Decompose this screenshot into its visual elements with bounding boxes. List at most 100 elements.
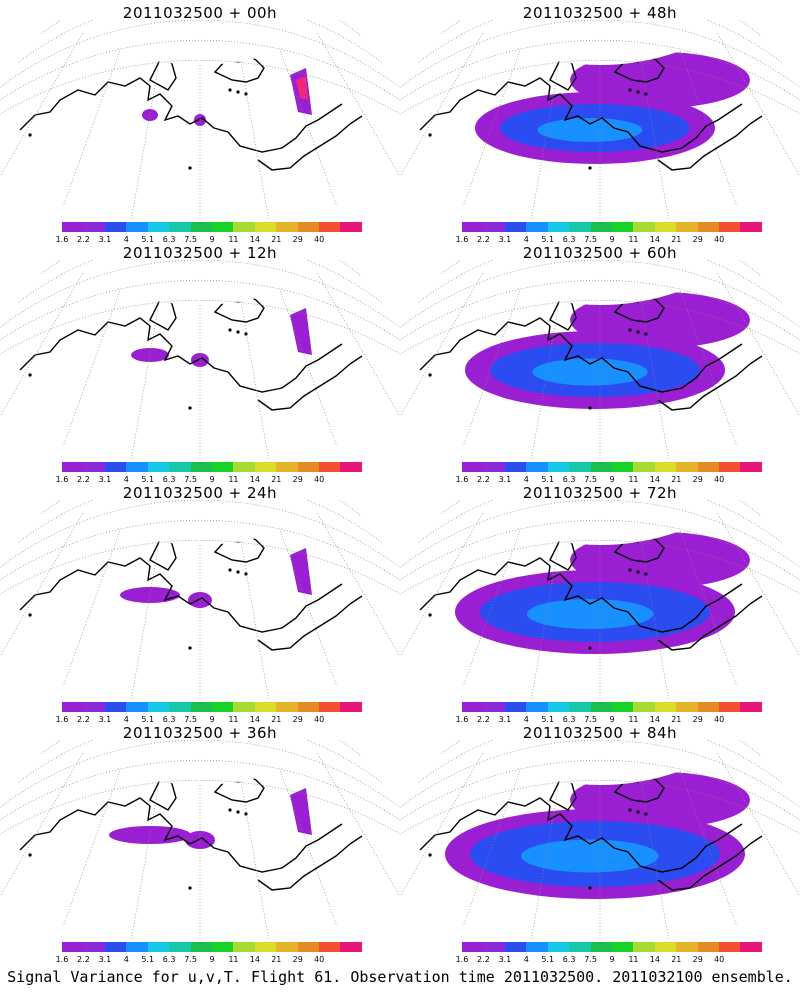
colorbar-swatch — [569, 222, 591, 232]
colorbar-swatch — [740, 942, 762, 952]
colorbar-tick-label: 29 — [292, 715, 303, 724]
colorbar-swatch — [340, 942, 362, 952]
colorbar-swatch — [462, 942, 484, 952]
colorbar-swatch — [147, 942, 170, 952]
meridian-line — [317, 753, 400, 897]
colorbar-tick-label: 21 — [671, 235, 682, 244]
colorbar-swatch — [590, 942, 612, 952]
colorbar-tick-label: 4 — [123, 955, 129, 964]
colorbar-swatch — [233, 702, 255, 712]
meridian-line — [130, 781, 160, 940]
parallel-line — [0, 300, 400, 355]
colorbar-labels: 1.6 2.2 3.1 4 5.1 6.3 7.5 9 11 14 21 29 40 — [456, 955, 760, 965]
colorbar-swatch — [147, 222, 170, 232]
colorbar-tick-label: 1.6 — [55, 235, 69, 244]
colorbar-swatch — [719, 702, 741, 712]
colorbar-swatch — [62, 462, 84, 472]
polar-map — [400, 740, 800, 940]
island-dot — [644, 92, 648, 96]
colorbar-tick-label: 9 — [209, 955, 215, 964]
island-dot — [644, 572, 648, 576]
colorbar-tick-label: 21 — [271, 955, 282, 964]
colorbar-swatch — [654, 462, 677, 472]
colorbar-swatch — [104, 702, 127, 712]
colorbar-swatch — [504, 702, 527, 712]
parallel-line — [0, 20, 400, 89]
meridian-line — [400, 513, 483, 657]
colorbar-swatch — [719, 222, 741, 232]
parallel-line — [18, 20, 382, 63]
meridian-line — [680, 770, 738, 926]
colorbar-tick-label: 1.6 — [55, 475, 69, 484]
colorbar-tick-label: 21 — [671, 955, 682, 964]
colorbar-swatch — [233, 942, 255, 952]
colorbar-tick-label: 1.6 — [455, 715, 469, 724]
parallel-line — [0, 260, 400, 329]
variance-region-north — [570, 532, 750, 588]
parallel-line — [0, 500, 400, 569]
colorbar-swatch — [297, 462, 320, 472]
colorbar-swatch — [719, 942, 741, 952]
coastline — [549, 48, 577, 91]
coastline — [549, 288, 577, 331]
meridian-line — [462, 290, 520, 446]
colorbar — [62, 702, 362, 712]
colorbar-swatch — [254, 462, 277, 472]
colorbar-swatch — [126, 222, 148, 232]
colorbar-tick-label: 40 — [714, 715, 725, 724]
colorbar-tick-label: 5.1 — [541, 475, 555, 484]
meridian-line — [400, 33, 483, 177]
colorbar-tick-label: 7.5 — [184, 715, 197, 724]
colorbar-swatch — [697, 222, 720, 232]
forecast-panel: 2011032500 + 72h 1.6 2.2 3.1 4 5.1 6.3 7.5 9 11 14… — [400, 480, 800, 724]
forecast-panel: 2011032500 + 60h 1.6 2.2 3.1 4 5.1 6.3 7.5 9 11 14… — [400, 240, 800, 484]
island-dot — [428, 373, 432, 377]
colorbar-tick-label: 2.2 — [477, 235, 490, 244]
colorbar-tick-label: 9 — [209, 475, 215, 484]
colorbar-tick-label: 21 — [271, 235, 282, 244]
parallel-line — [439, 500, 761, 516]
colorbar-tick-label: 11 — [628, 955, 639, 964]
colorbar-swatch — [676, 462, 698, 472]
variance-peak — [296, 76, 308, 100]
colorbar-tick-label: 11 — [228, 715, 239, 724]
meridian-line — [62, 530, 120, 686]
colorbar-swatch — [254, 702, 277, 712]
colorbar-tick-label: 6.3 — [162, 715, 176, 724]
parallel-line — [400, 300, 800, 355]
island-dot — [588, 166, 592, 170]
parallel-line — [0, 740, 400, 809]
meridian-line — [0, 33, 83, 177]
colorbar-labels: 1.6 2.2 3.1 4 5.1 6.3 7.5 9 11 14 21 29 40 — [56, 475, 360, 485]
panel-title: 2011032500 + 24h — [122, 484, 278, 502]
colorbar-tick-label: 7.5 — [584, 235, 597, 244]
coastline — [149, 768, 177, 811]
colorbar-tick-label: 2.2 — [77, 235, 90, 244]
polar-map — [0, 500, 400, 700]
colorbar-swatch — [147, 462, 170, 472]
island-dot — [236, 330, 240, 334]
panel-title: 2011032500 + 36h — [122, 724, 278, 742]
colorbar-tick-label: 40 — [314, 955, 325, 964]
meridian-line — [462, 530, 520, 686]
colorbar-tick-label: 9 — [209, 715, 215, 724]
colorbar — [62, 942, 362, 952]
colorbar — [62, 462, 362, 472]
forecast-panel: 2011032500 + 24h 1.6 2.2 3.1 4 5.1 6.3 7.5 9 11 14… — [0, 480, 400, 724]
colorbar-swatch — [276, 222, 298, 232]
parallel-line — [39, 740, 361, 756]
parallel-line — [439, 20, 761, 36]
forecast-panel: 2011032500 + 12h 1.6 2.2 3.1 4 5.1 6.3 7.5 9 11 14… — [0, 240, 400, 484]
meridian-line — [62, 50, 120, 206]
coastline — [657, 595, 763, 651]
meridian-line — [530, 61, 560, 220]
polar-map — [0, 260, 400, 460]
colorbar-swatch — [104, 222, 127, 232]
colorbar-tick-label: 29 — [692, 715, 703, 724]
coastline — [149, 528, 177, 571]
colorbar-swatch — [719, 462, 741, 472]
colorbar-tick-label: 4 — [523, 475, 529, 484]
parallel-line — [439, 740, 761, 756]
colorbar-tick-label: 14 — [249, 235, 260, 244]
colorbar-tick-label: 3.1 — [498, 235, 512, 244]
